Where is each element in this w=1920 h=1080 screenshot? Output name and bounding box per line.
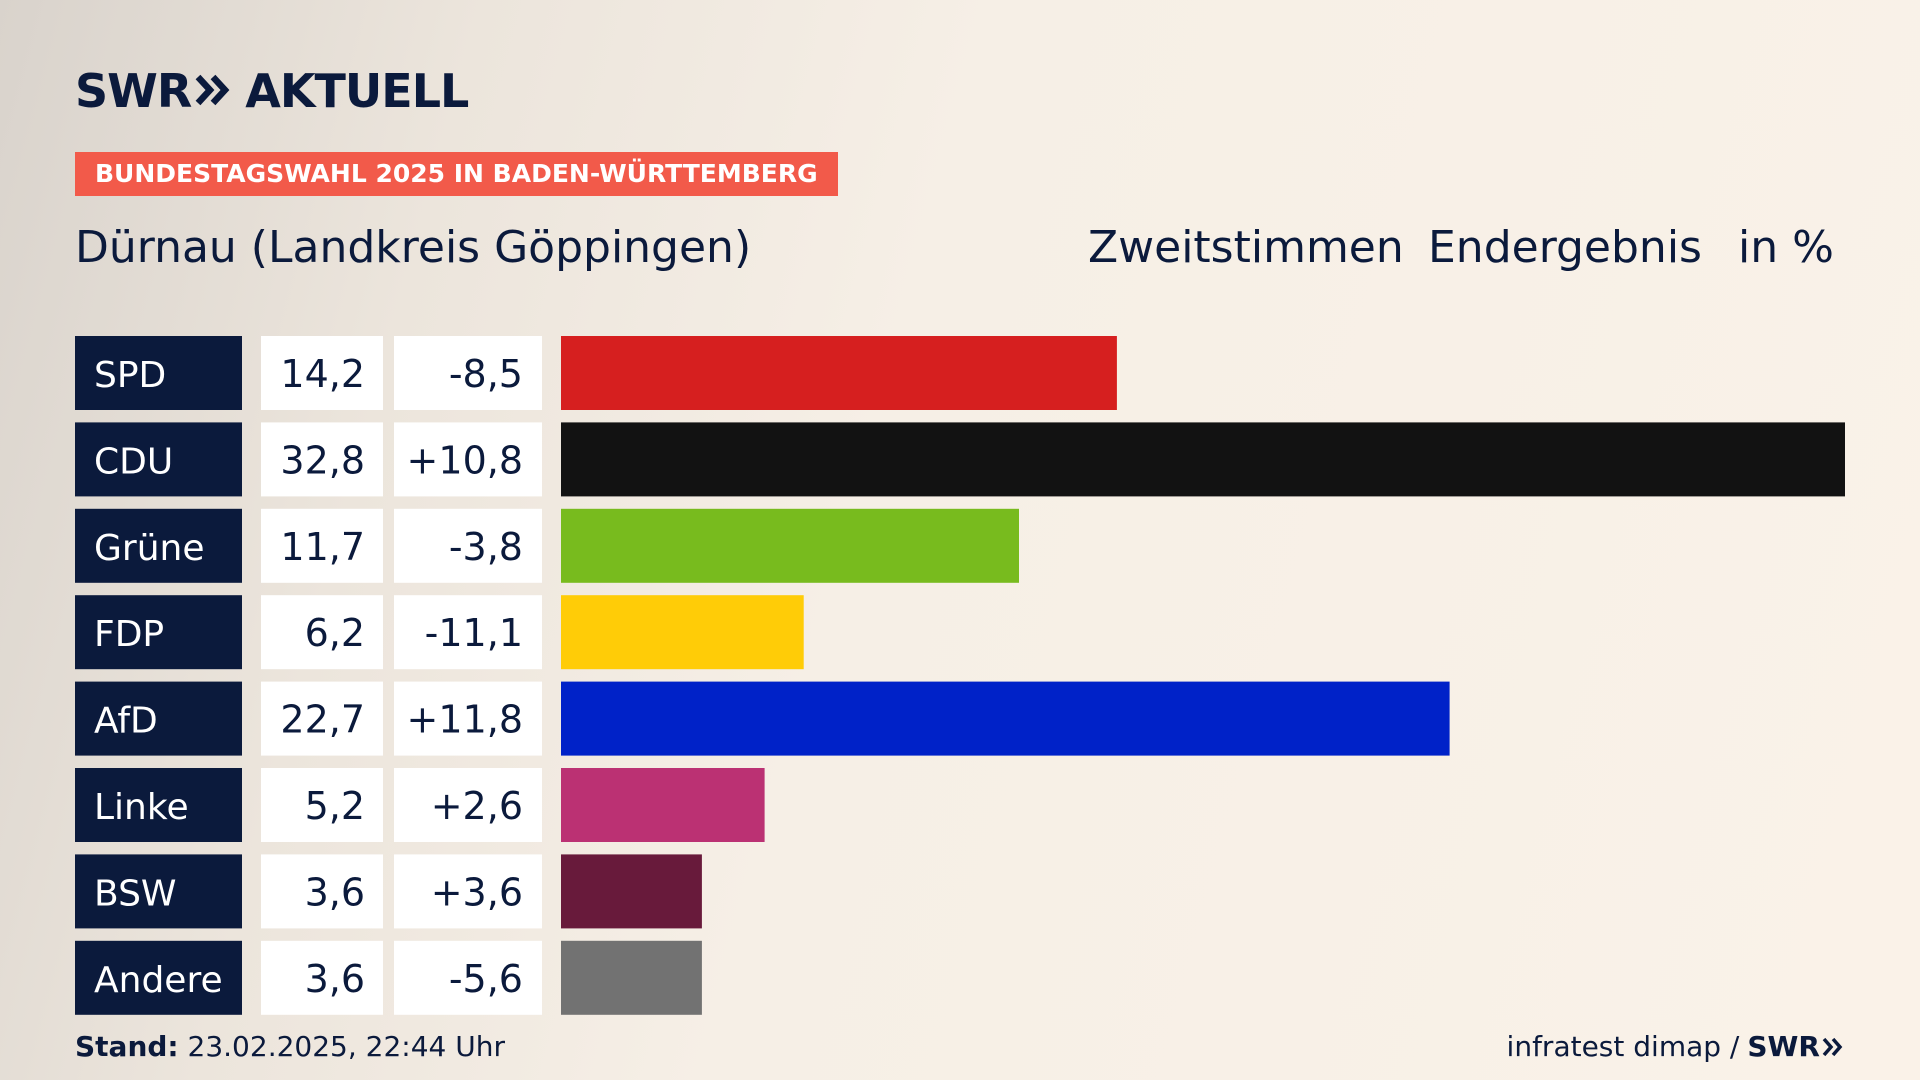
party-label-box-fdp [75, 595, 242, 670]
change-box-cdu [394, 422, 542, 497]
party-label-bsw: BSW [94, 873, 177, 914]
footer-source-text: infratest dimap / [1506, 1030, 1740, 1063]
change-box-afd [394, 681, 542, 756]
change-label-bsw: +3,6 [431, 870, 523, 914]
bar-spd [561, 336, 1117, 410]
change-label-fdp: -11,1 [425, 611, 523, 655]
bar-cdu [561, 422, 1845, 497]
region-title: Dürnau (Landkreis Göppingen) [75, 222, 752, 273]
value-box-spd [261, 336, 383, 410]
bar-bsw [561, 854, 702, 929]
change-box-fdp [394, 595, 542, 670]
change-label-cdu: +10,8 [407, 438, 523, 482]
logo-aktuell-text: AKTUELL [245, 64, 469, 118]
value-label-andere: 3,6 [305, 957, 365, 1001]
value-box-linke [261, 768, 383, 842]
footer-stand-value: 23.02.2025, 22:44 Uhr [187, 1030, 505, 1063]
double-chevron-icon [195, 68, 231, 114]
value-label-gr-ne: 11,7 [280, 525, 365, 569]
bar-linke [561, 768, 765, 842]
party-label-fdp: FDP [94, 614, 164, 655]
logo-swr-text: SWR [75, 64, 192, 118]
party-label-box-afd [75, 681, 242, 756]
change-box-gr-ne [394, 508, 542, 583]
party-label-spd: SPD [94, 355, 166, 396]
footer-stand-label: Stand: [75, 1030, 179, 1063]
bar-andere [561, 940, 702, 1015]
party-label-box-gr-ne [75, 508, 242, 583]
value-box-cdu [261, 422, 383, 497]
party-label-linke: Linke [94, 787, 189, 828]
bar-afd [561, 681, 1450, 756]
footer-swr-text: SWR [1747, 1030, 1820, 1063]
value-box-afd [261, 681, 383, 756]
value-label-afd: 22,7 [280, 698, 365, 742]
value-box-bsw [261, 854, 383, 929]
header-status: Endergebnis [1428, 222, 1702, 273]
change-box-bsw [394, 854, 542, 929]
header-unit: in % [1738, 222, 1834, 273]
change-label-andere: -5,6 [449, 957, 523, 1001]
party-label-gr-ne: Grüne [94, 528, 204, 569]
election-badge: BUNDESTAGSWAHL 2025 IN BADEN-WÜRTTEMBERG [75, 152, 838, 196]
change-label-linke: +2,6 [431, 784, 523, 828]
footer-chevron-icon [1822, 1037, 1843, 1056]
footer-source: infratest dimap / SWR [1507, 1030, 1844, 1063]
change-box-linke [394, 768, 542, 842]
party-label-cdu: CDU [94, 441, 173, 482]
party-label-afd: AfD [94, 701, 158, 742]
value-label-spd: 14,2 [280, 352, 365, 396]
party-label-andere: Andere [94, 960, 223, 1001]
party-label-box-bsw [75, 854, 242, 929]
value-label-linke: 5,2 [305, 784, 365, 828]
value-label-cdu: 32,8 [280, 438, 365, 482]
footer-timestamp: Stand: 23.02.2025, 22:44 Uhr [75, 1030, 505, 1063]
swr-aktuell-logo: SWR AKTUELL [75, 64, 469, 118]
party-label-box-linke [75, 768, 242, 842]
value-box-gr-ne [261, 508, 383, 583]
change-box-spd [394, 336, 542, 410]
footer-swr-logo: SWR [1747, 1030, 1844, 1063]
value-box-andere [261, 940, 383, 1015]
change-label-spd: -8,5 [449, 352, 523, 396]
change-label-afd: +11,8 [407, 698, 523, 742]
change-label-gr-ne: -3,8 [449, 525, 523, 569]
party-label-box-cdu [75, 422, 242, 497]
bar-fdp [561, 595, 804, 670]
party-label-box-spd [75, 336, 242, 410]
value-label-bsw: 3,6 [305, 870, 365, 914]
bar-gr-ne [561, 508, 1019, 583]
value-label-fdp: 6,2 [305, 611, 365, 655]
party-label-box-andere [75, 940, 242, 1015]
change-box-andere [394, 940, 542, 1015]
header-vote-type: Zweitstimmen [1088, 222, 1404, 273]
value-box-fdp [261, 595, 383, 670]
